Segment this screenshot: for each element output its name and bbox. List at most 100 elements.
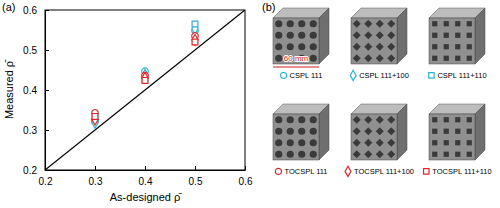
lattice-hole — [364, 116, 372, 124]
tick-mark — [95, 166, 96, 170]
lattice-hole — [455, 117, 460, 122]
tick-label: 0.2 — [39, 176, 53, 187]
plot-marks — [45, 10, 245, 170]
scale-bar — [273, 66, 319, 67]
lattice-hole — [444, 44, 449, 49]
lattice-hole — [467, 140, 472, 145]
tick-label: 0.4 — [23, 85, 37, 96]
lattice-hole — [376, 20, 384, 28]
lattice-hole — [387, 116, 395, 124]
cube-front — [273, 114, 319, 160]
lattice-hole — [287, 116, 294, 123]
lattice-photos — [273, 8, 485, 160]
lattice-hole — [467, 44, 472, 49]
lattice-hole — [298, 20, 305, 27]
lattice-hole — [467, 33, 472, 38]
tick-mark — [45, 130, 49, 131]
lattice-hole — [353, 20, 361, 28]
reference-line — [45, 10, 245, 170]
legend-label: TOCSPL 111 — [284, 167, 327, 176]
lattice-hole — [310, 151, 317, 158]
data-point — [192, 21, 198, 27]
tick-label: 0.2 — [23, 165, 37, 176]
lattice-hole — [275, 32, 282, 39]
lattice-hole — [298, 32, 305, 39]
lattice-hole — [455, 129, 460, 134]
x-axis: 0.20.30.40.50.6 — [39, 166, 253, 187]
lattice-hole — [387, 31, 395, 39]
lattice-photo — [273, 8, 329, 64]
lattice-hole — [364, 43, 372, 51]
lattice-hole — [444, 140, 449, 145]
tick-label: 0.3 — [23, 125, 37, 136]
lattice-hole — [444, 129, 449, 134]
lattice-hole — [467, 129, 472, 134]
lattice-hole — [376, 150, 384, 158]
lattice-hole — [353, 150, 361, 158]
y-axis-title: Measured ρ̄ — [3, 59, 15, 119]
figure: 0.20.30.40.50.60.20.30.40.50.6As-designe… — [0, 0, 500, 208]
data-point — [92, 114, 98, 125]
tick: 0.4 — [139, 166, 153, 187]
cube-side — [397, 8, 407, 64]
cube-front — [351, 18, 397, 64]
lattice-hole — [444, 117, 449, 122]
cube-front — [273, 18, 319, 64]
legend-label: TOCSPL 111+100 — [354, 167, 414, 176]
lattice-hole — [353, 127, 361, 135]
lattice-hole — [455, 44, 460, 49]
tick-mark — [245, 166, 246, 170]
lattice-hole — [364, 127, 372, 135]
legend-entry: CSPL 111+100 — [350, 70, 409, 80]
lattice-hole — [353, 116, 361, 124]
tick: 0.3 — [89, 166, 103, 187]
data-point — [192, 35, 198, 46]
lattice-hole — [364, 31, 372, 39]
legend-label: CSPL 111+100 — [359, 71, 409, 80]
lattice-hole — [287, 43, 294, 50]
legend-entry: CSPL 111+110 — [429, 71, 487, 80]
lattice-photo — [351, 8, 407, 64]
lattice-hole — [364, 150, 372, 158]
lattice-hole — [432, 129, 437, 134]
lattice-hole — [432, 140, 437, 145]
lattice-hole — [376, 127, 384, 135]
lattice-hole — [432, 117, 437, 122]
tick-mark — [45, 170, 49, 171]
panel-label: (b) — [262, 1, 275, 13]
legend-label: TOCSPL 111+110 — [432, 167, 491, 176]
lattice-hole — [310, 139, 317, 146]
data-point — [142, 73, 148, 84]
lattice-hole — [275, 20, 282, 27]
cube-side — [397, 104, 407, 160]
lattice-hole — [310, 116, 317, 123]
lattice-photo — [273, 104, 329, 160]
lattice-hole — [455, 140, 460, 145]
cube-front — [429, 114, 475, 160]
legend-symbol — [281, 72, 287, 78]
lattice-photo — [429, 104, 485, 160]
lattice-hole — [467, 21, 472, 26]
y-axis: 0.2 0.3 0.4 0.5 0.6 — [23, 5, 49, 176]
tick-mark — [45, 10, 49, 11]
tick-label: 0.6 — [23, 5, 37, 16]
tick-mark — [195, 166, 196, 170]
lattice-hole — [275, 151, 282, 158]
lattice-photo — [351, 104, 407, 160]
cube-side — [475, 104, 485, 160]
lattice-hole — [455, 21, 460, 26]
lattice-hole — [376, 43, 384, 51]
legend-symbol — [429, 73, 434, 78]
lattice-hole — [432, 152, 437, 157]
legend: CSPL 111CSPL 111+100CSPL 111+110TOCSPL 1… — [275, 70, 491, 176]
lattice-hole — [298, 139, 305, 146]
lattice-hole — [364, 139, 372, 147]
tick: 0.5 — [23, 45, 49, 56]
lattice-hole — [387, 139, 395, 147]
tick: 0.5 — [189, 166, 203, 187]
tick: 0.6 — [23, 5, 49, 16]
lattice-hole — [432, 56, 437, 61]
lattice-hole — [275, 116, 282, 123]
cube-front — [351, 114, 397, 160]
lattice-hole — [467, 56, 472, 61]
